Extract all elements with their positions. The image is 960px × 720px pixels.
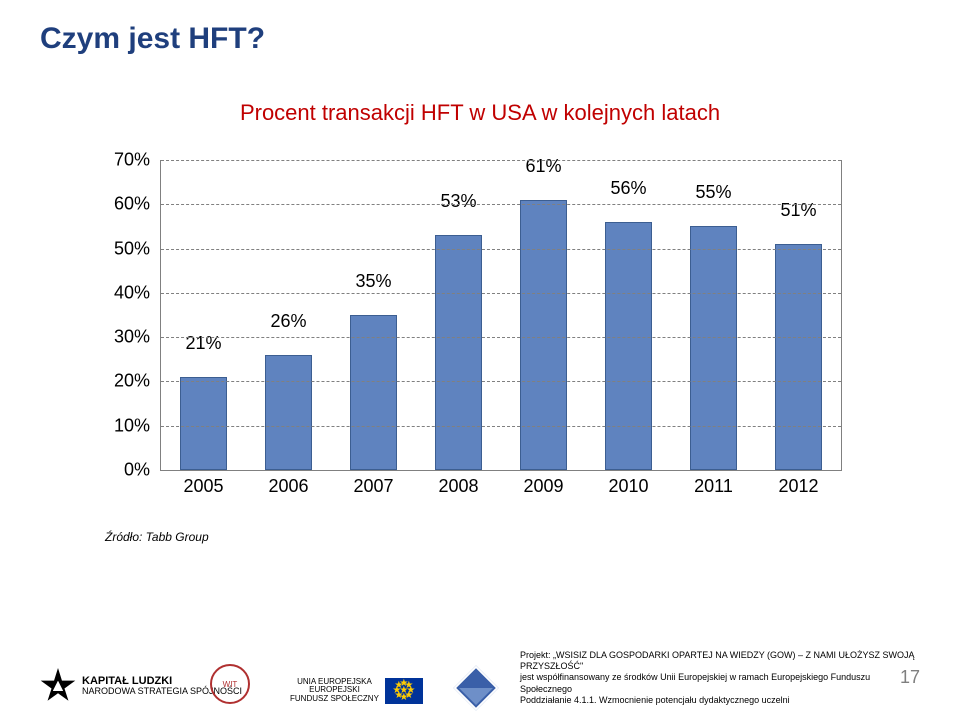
bar — [435, 235, 482, 470]
bar-value-label: 56% — [610, 178, 646, 199]
y-tick-label: 40% — [100, 282, 150, 303]
y-tick-label: 50% — [100, 238, 150, 259]
bar — [520, 200, 567, 470]
y-tick-label: 70% — [100, 150, 150, 171]
bar — [350, 315, 397, 470]
y-tick-label: 10% — [100, 415, 150, 436]
eu-text: UNIA EUROPEJSKA EUROPEJSKI FUNDUSZ SPOŁE… — [290, 678, 379, 704]
x-tick-label: 2012 — [778, 476, 818, 497]
bar-chart: 21%26%35%53%61%56%55%51% 200520062007200… — [100, 160, 860, 510]
diamond-logo — [460, 672, 492, 704]
bars-container: 21%26%35%53%61%56%55%51% — [161, 160, 841, 470]
bar-value-label: 61% — [525, 156, 561, 177]
bar-value-label: 35% — [355, 271, 391, 292]
wit-logo: WIT — [210, 664, 250, 704]
grid-line — [161, 249, 841, 250]
project-text: Projekt: „WSISIZ DLA GOSPODARKI OPARTEJ … — [520, 650, 920, 706]
bar-value-label: 21% — [185, 333, 221, 354]
y-tick-label: 60% — [100, 194, 150, 215]
x-tick-label: 2011 — [694, 476, 733, 497]
grid-line — [161, 337, 841, 338]
grid-line — [161, 381, 841, 382]
bar-value-label: 26% — [270, 311, 306, 332]
y-tick-label: 30% — [100, 327, 150, 348]
x-tick-label: 2008 — [438, 476, 478, 497]
bar — [180, 377, 227, 470]
x-tick-label: 2010 — [608, 476, 648, 497]
x-tick-label: 2009 — [523, 476, 563, 497]
x-tick-label: 2005 — [183, 476, 223, 497]
grid-line — [161, 204, 841, 205]
y-tick-label: 0% — [100, 460, 150, 481]
bar — [690, 226, 737, 470]
x-tick-label: 2006 — [268, 476, 308, 497]
bar-value-label: 55% — [695, 182, 731, 203]
bar — [775, 244, 822, 470]
bar-value-label: 53% — [440, 191, 476, 212]
grid-line — [161, 160, 841, 161]
chart-subtitle: Procent transakcji HFT w USA w kolejnych… — [0, 100, 960, 126]
seal-icon: WIT — [210, 664, 250, 704]
source-note: Źródło: Tabb Group — [105, 530, 209, 544]
footer: KAPITAŁ LUDZKI NARODOWA STRATEGIA SPÓJNO… — [0, 650, 960, 720]
grid-line — [161, 293, 841, 294]
grid-line — [161, 426, 841, 427]
eu-logo: UNIA EUROPEJSKA EUROPEJSKI FUNDUSZ SPOŁE… — [290, 678, 423, 704]
x-tick-label: 2007 — [353, 476, 393, 497]
star-icon — [40, 668, 76, 704]
bar — [265, 355, 312, 470]
diamond-icon — [453, 665, 498, 710]
bar — [605, 222, 652, 470]
y-tick-label: 20% — [100, 371, 150, 392]
page-title: Czym jest HFT? — [40, 22, 265, 56]
plot-area: 21%26%35%53%61%56%55%51% 200520062007200… — [160, 160, 842, 471]
eu-flag-icon — [385, 678, 423, 704]
